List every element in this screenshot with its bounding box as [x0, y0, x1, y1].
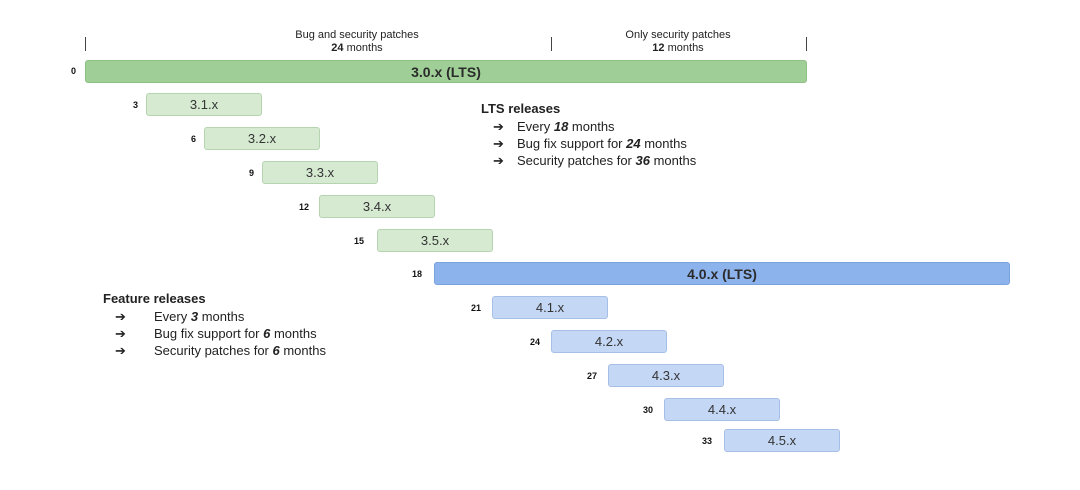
feature-release-bar: 3.5.x — [377, 229, 493, 252]
feature-month-label: 12 — [298, 202, 309, 212]
lts-legend-item: ➔ Bug fix support for 24 months — [481, 135, 696, 152]
lts-legend-item: ➔ Every 18 months — [481, 118, 696, 135]
lts-release-bar: 4.0.x (LTS) — [434, 262, 1010, 285]
feature-month-label: 15 — [353, 236, 364, 246]
timeline-end-tick — [806, 37, 807, 51]
arrow-right-icon: ➔ — [115, 325, 126, 341]
security-phase-header: Only security patches 12 months — [578, 29, 778, 55]
feature-month-label: 33 — [701, 436, 712, 446]
lts-month-label: 18 — [411, 269, 422, 279]
feature-month-label: 30 — [642, 405, 653, 415]
feature-release-bar: 4.1.x — [492, 296, 608, 319]
feature-release-label: 4.4.x — [707, 402, 737, 417]
arrow-right-icon: ➔ — [115, 308, 126, 324]
feature-release-label: 3.1.x — [189, 97, 219, 112]
feature-release-label: 4.2.x — [594, 334, 624, 349]
feature-release-label: 4.1.x — [535, 300, 565, 315]
arrow-right-icon: ➔ — [493, 118, 504, 134]
lts-release-label: 4.0.x (LTS) — [687, 265, 757, 282]
feature-month-label: 21 — [470, 303, 481, 313]
feature-release-bar: 4.4.x — [664, 398, 780, 421]
feature-month-label: 27 — [586, 371, 597, 381]
bug-phase-value: 24 — [331, 42, 344, 54]
arrow-right-icon: ➔ — [493, 135, 504, 151]
timeline-start-tick — [85, 37, 86, 51]
feature-release-bar: 3.3.x — [262, 161, 378, 184]
feature-release-label: 4.5.x — [767, 433, 797, 448]
feature-legend-text: Security patches for 6 months — [154, 343, 326, 358]
feature-release-label: 3.2.x — [247, 131, 277, 146]
lts-month-label: 0 — [70, 66, 76, 76]
feature-release-bar: 4.3.x — [608, 364, 724, 387]
lts-release-bar: 3.0.x (LTS) — [85, 60, 807, 83]
feature-month-label: 24 — [529, 337, 540, 347]
timeline-mid-tick — [551, 37, 552, 51]
arrow-right-icon: ➔ — [493, 152, 504, 168]
bug-phase-header: Bug and security patches 24 months — [257, 29, 457, 55]
lts-release-label: 3.0.x (LTS) — [411, 63, 481, 80]
feature-legend-item: ➔ Security patches for 6 months — [103, 342, 326, 359]
lts-legend-text: Every 18 months — [517, 119, 615, 134]
security-phase-unit: months — [667, 42, 704, 54]
feature-release-label: 3.4.x — [362, 199, 392, 214]
bug-phase-duration: 24 months — [257, 42, 457, 55]
arrow-right-icon: ➔ — [115, 342, 126, 358]
feature-release-bar: 3.4.x — [319, 195, 435, 218]
feature-legend-item: ➔ Every 3 months — [103, 308, 326, 325]
feature-month-label: 6 — [190, 134, 196, 144]
feature-release-bar: 3.2.x — [204, 127, 320, 150]
security-phase-duration: 12 months — [578, 42, 778, 55]
feature-release-bar: 4.2.x — [551, 330, 667, 353]
feature-legend-item: ➔ Bug fix support for 6 months — [103, 325, 326, 342]
lts-legend-item: ➔ Security patches for 36 months — [481, 152, 696, 169]
feature-legend-title: Feature releases — [103, 291, 206, 306]
feature-legend-text: Bug fix support for 6 months — [154, 326, 317, 341]
feature-month-label: 3 — [132, 100, 138, 110]
feature-month-label: 9 — [248, 168, 254, 178]
security-phase-title: Only security patches — [625, 29, 731, 41]
lts-legend-text: Bug fix support for 24 months — [517, 136, 687, 151]
feature-legend-text: Every 3 months — [154, 309, 245, 324]
feature-release-label: 4.3.x — [651, 368, 681, 383]
bug-phase-unit: months — [346, 42, 383, 54]
feature-release-bar: 4.5.x — [724, 429, 840, 452]
feature-release-label: 3.5.x — [420, 233, 450, 248]
bug-phase-title: Bug and security patches — [295, 29, 419, 41]
lts-legend: LTS releases ➔ Every 18 months ➔ Bug fix… — [481, 101, 696, 169]
lts-legend-text: Security patches for 36 months — [517, 153, 697, 168]
security-phase-value: 12 — [652, 42, 665, 54]
feature-legend: Feature releases ➔ Every 3 months ➔ Bug … — [103, 291, 326, 359]
lts-legend-title: LTS releases — [481, 101, 561, 116]
feature-release-bar: 3.1.x — [146, 93, 262, 116]
feature-release-label: 3.3.x — [305, 165, 335, 180]
